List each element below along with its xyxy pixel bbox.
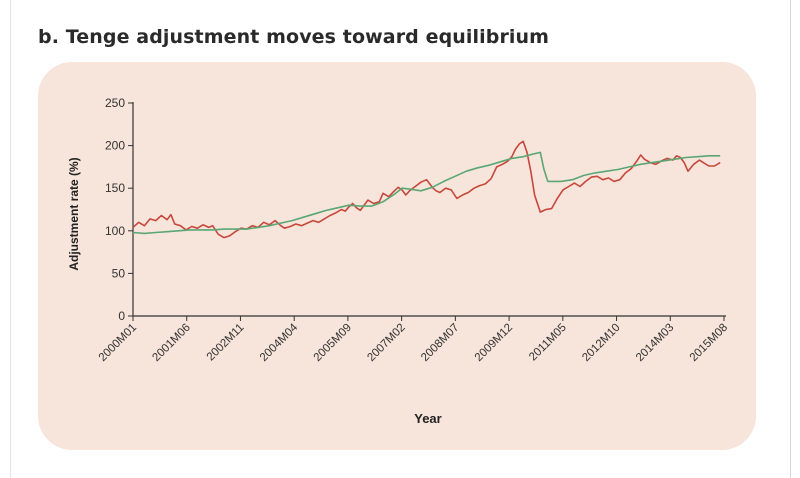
y-tick-label: 50: [112, 266, 126, 280]
page-edge-left: [10, 0, 11, 478]
x-tick-label: 2015M08: [688, 322, 730, 364]
y-tick-label: 150: [105, 181, 125, 195]
x-tick-label: 2007M02: [365, 322, 407, 364]
x-tick-label: 2008M07: [419, 322, 461, 364]
series-line-equilibrium: [132, 151, 721, 235]
y-tick-label: 100: [105, 224, 125, 238]
x-tick-label: 2011M05: [527, 322, 569, 364]
x-tick-label: 2000M01: [97, 322, 139, 364]
x-tick-label: 2002M11: [205, 322, 247, 364]
y-tick-label: 200: [105, 139, 125, 153]
y-axis-label: Adjustment rate (%): [67, 157, 81, 270]
page-edge-right: [790, 0, 791, 478]
y-tick-label: 250: [105, 96, 125, 110]
x-tick-label: 2004M04: [258, 321, 301, 364]
x-tick-label: 2001M06: [150, 322, 192, 364]
x-tick-label: 2005M09: [312, 322, 354, 364]
x-axis-label: Year: [414, 411, 441, 426]
chart-series: [132, 140, 721, 239]
chart-panel: [38, 62, 756, 450]
x-tick-label: 2014M03: [634, 322, 676, 364]
x-tick-label: 2009M12: [473, 322, 515, 364]
x-tick-label: 2012M10: [580, 322, 622, 364]
chart-title: b. Tenge adjustment moves toward equilib…: [38, 26, 550, 48]
y-tick-label: 0: [118, 309, 125, 323]
series-line-actual: [132, 140, 721, 239]
